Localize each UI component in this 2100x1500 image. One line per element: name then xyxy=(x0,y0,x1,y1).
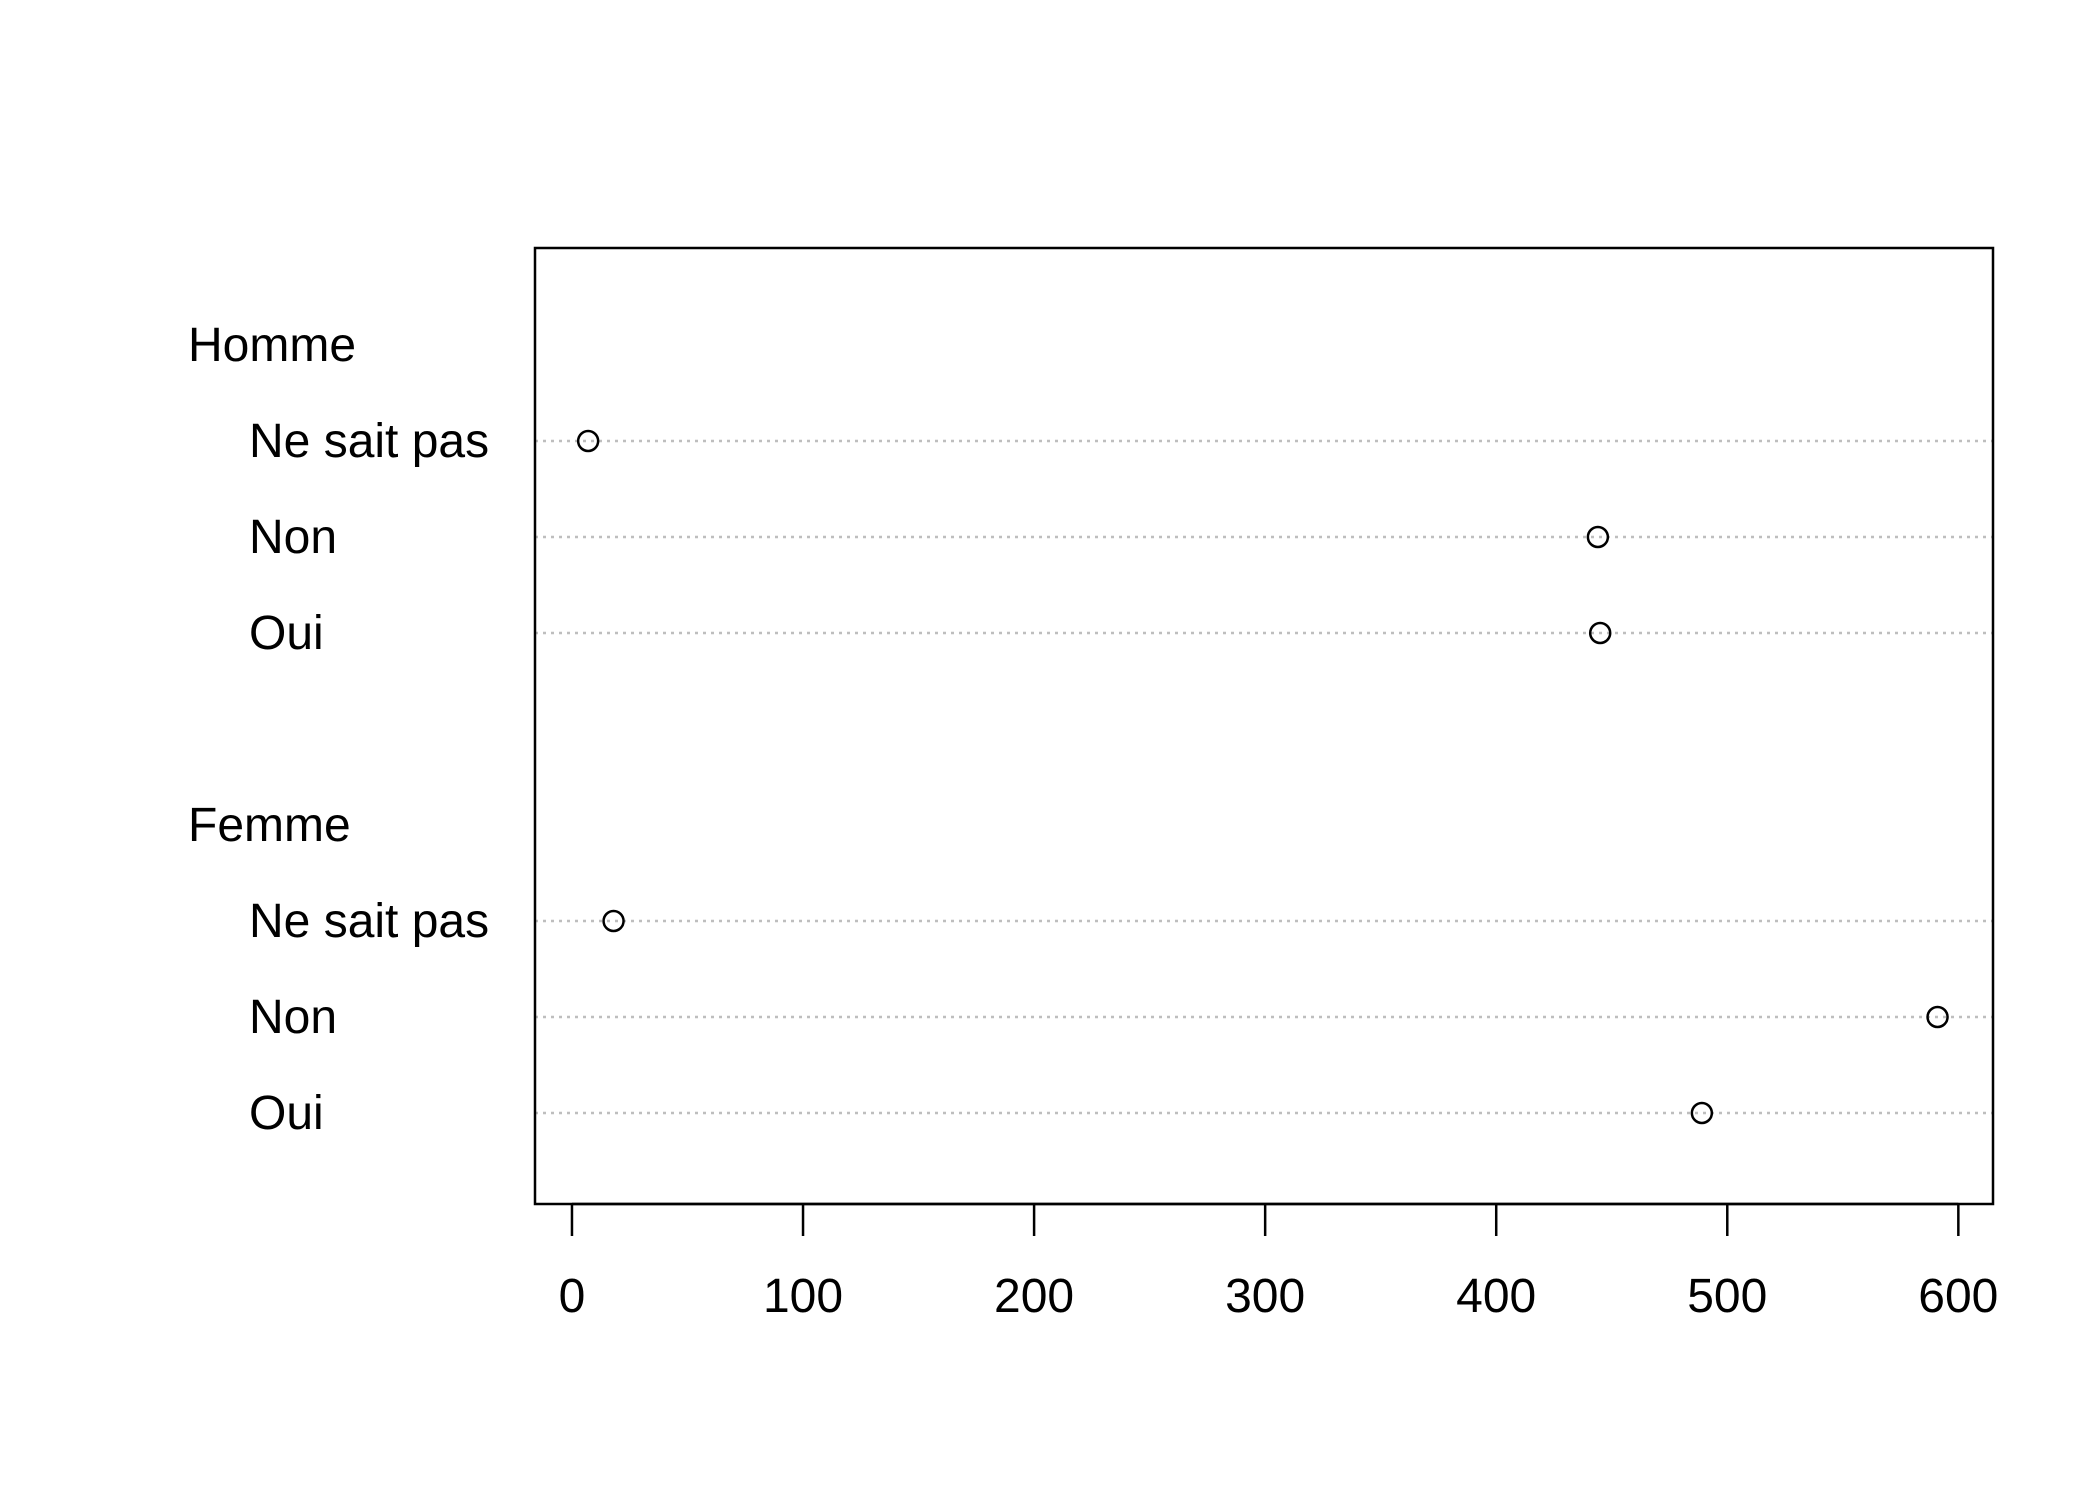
x-tick-label-200: 200 xyxy=(994,1270,1074,1323)
x-axis: 0 100 200 300 400 500 600 xyxy=(559,1202,1998,1323)
row-labels: Homme Ne sait pas Non Oui Femme Ne sait pas No… xyxy=(188,319,489,1140)
data-point-homme-non xyxy=(1586,525,1610,549)
category-label-femme-non: Non xyxy=(249,991,337,1044)
data-point-homme-oui xyxy=(1588,621,1612,645)
x-tick-label-600: 600 xyxy=(1918,1270,1998,1323)
category-label-femme-oui: Oui xyxy=(249,1087,324,1140)
group-label-homme: Homme xyxy=(188,319,356,372)
data-point-femme-non xyxy=(1926,1005,1949,1029)
x-tick-label-300: 300 xyxy=(1225,1270,1305,1323)
data-point-femme-oui xyxy=(1690,1101,1714,1125)
data-point-homme-ne-sait-pas xyxy=(576,429,600,453)
guide-lines xyxy=(535,439,1993,1115)
x-tick-label-500: 500 xyxy=(1687,1270,1767,1323)
x-tick-label-100: 100 xyxy=(763,1270,843,1323)
category-label-femme-ne-sait-pas: Ne sait pas xyxy=(249,895,489,948)
group-label-femme: Femme xyxy=(188,799,351,852)
data-point-femme-ne-sait-pas xyxy=(602,909,625,933)
x-tick-label-0: 0 xyxy=(559,1270,586,1323)
category-label-homme-ne-sait-pas: Ne sait pas xyxy=(249,415,489,468)
category-label-homme-non: Non xyxy=(249,511,337,564)
category-label-homme-oui: Oui xyxy=(249,607,324,660)
x-tick-label-400: 400 xyxy=(1456,1270,1536,1323)
data-points xyxy=(576,429,1949,1125)
plot-frame xyxy=(533,246,1995,1206)
